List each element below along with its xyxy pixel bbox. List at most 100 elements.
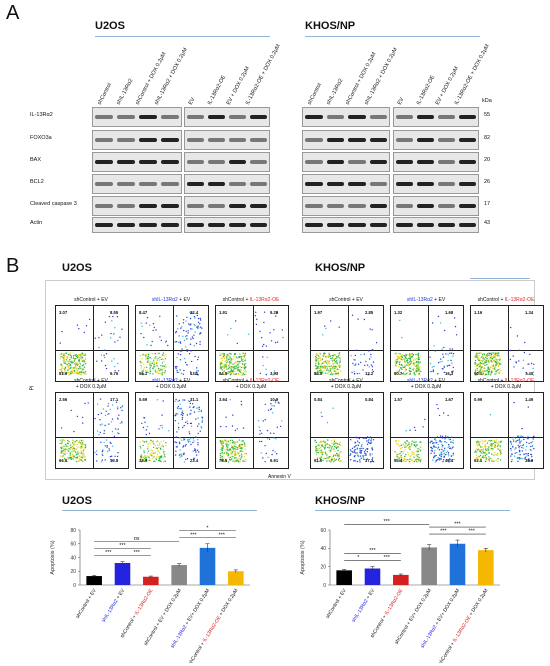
flow-event-dot [237, 458, 239, 460]
flow-event-dot [106, 413, 109, 415]
flow-event-dot [225, 359, 227, 362]
flow-event-dot [68, 449, 70, 451]
flow-event-dot [121, 328, 123, 330]
flow-event-dot [490, 373, 492, 375]
flow-event-dot [150, 365, 152, 367]
flow-event-dot [72, 356, 75, 358]
flow-event-dot [400, 367, 402, 369]
quadrant-vline [348, 306, 349, 381]
flow-event-dot [349, 454, 351, 456]
flow-event-dot [351, 371, 353, 374]
flow-event-dot [67, 369, 69, 371]
flow-event-dot [142, 426, 145, 429]
flow-event-dot [528, 442, 530, 445]
flow-event-dot [315, 357, 317, 359]
flow-event-dot [334, 445, 336, 448]
flow-event-dot [407, 451, 409, 454]
blot-row-label-5: Actin [30, 220, 43, 226]
flow-event-dot [363, 454, 365, 457]
flow-event-dot [447, 414, 449, 417]
flow-event-dot [163, 453, 165, 455]
flow-event-dot [452, 452, 455, 455]
flow-event-dot [104, 356, 106, 359]
flow-event-dot [64, 369, 66, 372]
blot-band [459, 223, 476, 227]
flow-event-dot [78, 355, 80, 358]
blot-band [95, 204, 113, 208]
flow-event-dot [146, 371, 148, 373]
blot-1-1 [184, 130, 270, 150]
flow-event-dot [66, 355, 69, 358]
flow-event-dot [320, 373, 323, 375]
flow-event-dot [199, 319, 202, 321]
flow-event-dot [152, 373, 154, 375]
flow-event-dot [520, 440, 523, 442]
flow-event-dot [529, 460, 531, 462]
y-tick-label: 60 [70, 542, 76, 548]
flow-event-dot [73, 372, 75, 374]
flow-event-dot [326, 460, 328, 462]
flow-event-dot [157, 441, 159, 443]
bar-khos-1 [364, 568, 381, 585]
flow-event-dot [335, 447, 338, 450]
flow-event-dot [64, 362, 66, 364]
flow-event-dot [242, 360, 244, 363]
flow-event-dot [417, 457, 419, 459]
flow-event-dot [334, 354, 336, 356]
flow-event-dot [334, 367, 337, 369]
flow-event-dot [316, 452, 318, 454]
flow-event-dot [117, 406, 119, 408]
flow-event-dot [434, 455, 436, 457]
flow-event-dot [145, 456, 147, 459]
blot-5-3 [393, 217, 479, 233]
flow-event-dot [98, 337, 100, 339]
blot-band [348, 160, 366, 164]
flow-event-dot [234, 457, 237, 460]
flow-event-dot [326, 363, 329, 365]
flow-event-dot [274, 451, 276, 453]
flow-event-dot [229, 352, 231, 355]
flow-event-dot [75, 361, 77, 363]
flow-event-dot [482, 451, 484, 453]
flow-event-dot [156, 365, 158, 367]
flow-event-dot [221, 359, 224, 362]
flow-event-dot [497, 452, 499, 454]
flow-event-dot [351, 314, 354, 316]
flow-event-dot [194, 331, 196, 333]
flow-event-dot [417, 455, 419, 458]
flow-event-dot [413, 444, 415, 446]
flow-event-dot [438, 458, 440, 460]
blot-row-label-0: IL-13Rα2 [30, 112, 53, 118]
flow-event-dot [68, 455, 71, 457]
flow-event-dot [406, 444, 408, 446]
flow-event-dot [417, 450, 420, 452]
flow-event-dot [61, 439, 64, 441]
flow-event-dot [332, 455, 334, 457]
flow-event-dot [94, 417, 96, 420]
flow-event-dot [221, 363, 223, 365]
flow-event-dot [238, 456, 240, 458]
flow-event-dot [144, 457, 146, 460]
flow-event-dot [223, 457, 225, 459]
flow-event-dot [96, 450, 98, 452]
blot-band [396, 223, 413, 227]
blot-band [229, 160, 246, 164]
flow-event-dot [352, 362, 354, 365]
flow-event-dot [494, 359, 496, 361]
flow-event-dot [174, 366, 177, 368]
flow-title-line2: + DOX 0.2μM [410, 384, 442, 390]
flow-event-dot [514, 448, 516, 450]
flow-event-dot [100, 412, 102, 414]
flow-event-dot [80, 447, 82, 450]
flow-event-dot [411, 453, 413, 455]
flow-event-dot [175, 413, 177, 415]
flow-event-dot [368, 439, 370, 441]
flow-event-dot [84, 402, 86, 405]
flow-event-dot [196, 314, 199, 317]
flow-event-dot [191, 403, 194, 405]
bar-u2os-3 [171, 565, 187, 585]
quadrant-hline [216, 437, 288, 438]
flow-event-dot [355, 445, 357, 447]
flow-event-dot [429, 442, 431, 444]
flow-event-dot [530, 454, 533, 456]
